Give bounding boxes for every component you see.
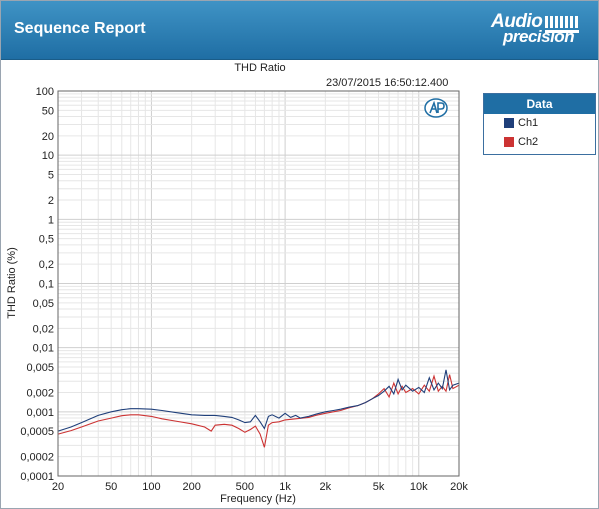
y-tick-label: 2 — [48, 195, 54, 207]
page-title: Sequence Report — [14, 20, 146, 37]
chart-ticks: 20 50 100 200 500 1k 2k 5k 10k 20k 100 50 20 10 5 2 1 0,5… — [20, 86, 468, 493]
y-tick-label: 0,0005 — [20, 426, 54, 438]
report-header: Sequence Report Audio precision — [1, 1, 598, 60]
x-tick-label: 100 — [142, 481, 160, 493]
legend-panel: Data Ch1 Ch2 — [483, 93, 596, 155]
x-tick-label: 1k — [279, 481, 291, 493]
x-tick-label: 200 — [182, 481, 200, 493]
chart-title: THD Ratio — [234, 62, 286, 74]
ch1-swatch — [504, 118, 514, 128]
logo-bars-icon — [545, 16, 579, 28]
x-tick-label: 20 — [52, 481, 64, 493]
y-tick-label: 0,01 — [33, 343, 54, 355]
series-line-ch2 — [57, 374, 460, 448]
legend-label-ch1: Ch1 — [518, 117, 539, 129]
logo-text-bottom: precision — [503, 27, 575, 46]
y-tick-label: 0,02 — [33, 323, 54, 335]
series-line-ch1 — [57, 369, 460, 432]
y-tick-label: 10 — [42, 150, 54, 162]
ap-badge-icon — [424, 98, 448, 118]
plot-area-border — [57, 90, 460, 477]
y-tick-label: 0,5 — [39, 234, 54, 246]
y-tick-label: 0,2 — [39, 259, 54, 271]
y-axis-label: THD Ratio (%) — [6, 247, 18, 319]
y-tick-label: 50 — [42, 105, 54, 117]
y-tick-label: 0,05 — [33, 298, 54, 310]
x-tick-label: 50 — [105, 481, 117, 493]
legend-item-ch2[interactable]: Ch2 — [484, 133, 595, 152]
chart-timestamp: 23/07/2015 16:50:12.400 — [326, 77, 449, 89]
chart-grid — [57, 90, 460, 477]
y-tick-label: 20 — [42, 131, 54, 143]
logo-text-top: Audio — [491, 11, 543, 32]
y-tick-label: 0,0002 — [20, 452, 54, 464]
legend-label-ch2: Ch2 — [518, 136, 539, 148]
y-tick-label: 0,001 — [26, 407, 54, 419]
legend-title: Data — [484, 94, 595, 114]
x-tick-label: 2k — [320, 481, 332, 493]
x-tick-label: 500 — [236, 481, 254, 493]
x-tick-label: 20k — [450, 481, 468, 493]
x-tick-label: 10k — [410, 481, 428, 493]
legend-item-ch1[interactable]: Ch1 — [484, 114, 595, 133]
y-tick-label: 5 — [48, 169, 54, 181]
y-tick-label: 0,0001 — [20, 471, 54, 483]
y-tick-label: 0,002 — [26, 388, 54, 400]
x-axis-label: Frequency (Hz) — [220, 493, 296, 505]
audio-precision-logo: Audio precision — [485, 11, 585, 51]
y-tick-label: 0,1 — [39, 279, 54, 291]
ch2-swatch — [504, 137, 514, 147]
y-tick-label: 100 — [36, 86, 54, 98]
logo-underline-icon — [545, 30, 579, 33]
chart-series — [57, 369, 460, 448]
y-tick-label: 1 — [48, 214, 54, 226]
x-tick-label: 5k — [373, 481, 385, 493]
y-tick-label: 0,005 — [26, 362, 54, 374]
